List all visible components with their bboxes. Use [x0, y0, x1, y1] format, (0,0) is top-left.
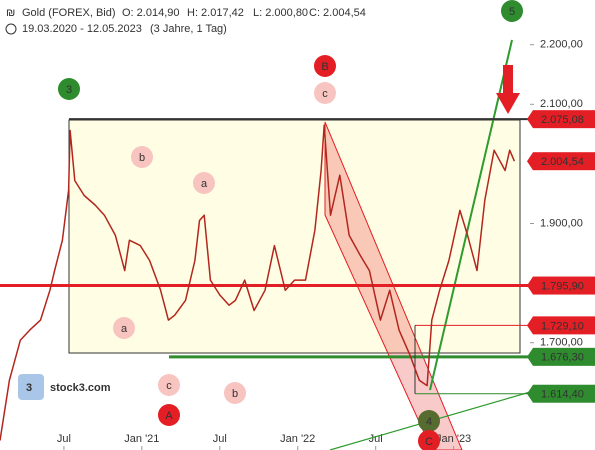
level-pointer [527, 347, 533, 366]
price-line [0, 124, 516, 441]
chart-icon: ₪ [6, 7, 15, 19]
level-box [533, 110, 595, 129]
ohlc: C: 2.004,54 [309, 7, 366, 19]
level-label: 1.729,10 [541, 320, 584, 332]
wave-label: 3 [66, 84, 72, 96]
wave-label: a [201, 178, 208, 190]
wave-marker [58, 78, 80, 100]
x-tick-label: Jul [213, 433, 227, 445]
ohlc: O: 2.014,90 [122, 7, 180, 19]
wave-marker [314, 82, 336, 104]
wave-label: c [166, 380, 172, 392]
level-pointer [527, 110, 533, 129]
wave-label: C [425, 436, 433, 448]
wave-marker [131, 146, 153, 168]
wave-marker [418, 410, 440, 432]
level-box [533, 152, 595, 171]
arrow-head [496, 93, 520, 114]
level-box [533, 347, 595, 366]
x-tick-label: Jan '21 [124, 433, 159, 445]
logo [18, 374, 44, 400]
level-label: 1.614,40 [541, 389, 584, 401]
wave-marker [113, 317, 135, 339]
period: (3 Jahre, 1 Tag) [150, 23, 227, 35]
y-tick-label: 2.100,00 [540, 98, 583, 110]
level-label: 1.676,30 [541, 352, 584, 364]
level-label: 2.004,54 [541, 156, 584, 168]
wave-label: b [232, 388, 238, 400]
arrow-shaft [503, 65, 513, 95]
y-tick-label: 1.700,00 [540, 337, 583, 349]
wave-marker [158, 404, 180, 426]
watermark: stock3.com [50, 382, 111, 394]
level-box [533, 384, 595, 403]
wave-label: 5 [509, 6, 515, 18]
level-box [533, 276, 595, 295]
level-box [533, 316, 595, 335]
level-pointer [527, 384, 533, 403]
x-tick-label: Jan '22 [280, 433, 315, 445]
wave-marker [501, 0, 523, 22]
wave-label: c [322, 88, 328, 100]
x-tick-label: Jul [57, 433, 71, 445]
wave-label: b [139, 152, 145, 164]
chart-subtitle: 19.03.2020 - 12.05.2023 [22, 23, 142, 35]
ohlc: H: 2.017,42 [187, 7, 244, 19]
ohlc: L: 2.000,80 [253, 7, 308, 19]
wave-label: a [121, 323, 128, 335]
level-pointer [527, 276, 533, 295]
level-pointer [527, 316, 533, 335]
level-label: 1.795,90 [541, 280, 584, 292]
wave-label: B [321, 61, 328, 73]
logo-mark: 3 [26, 382, 32, 394]
wave-label: 4 [426, 416, 432, 428]
y-tick-label: 2.200,00 [540, 39, 583, 51]
trend-line [429, 39, 513, 391]
y-tick-label: 1.900,00 [540, 217, 583, 229]
wave-label: A [165, 410, 173, 422]
wave-marker [314, 55, 336, 77]
wave-marker [193, 172, 215, 194]
wave-marker [418, 430, 440, 450]
level-pointer [527, 152, 533, 171]
level-label: 2.075,08 [541, 114, 584, 126]
chart-title: Gold (FOREX, Bid) [22, 7, 116, 19]
wave-marker [158, 374, 180, 396]
wave-marker [224, 382, 246, 404]
clock-icon [5, 23, 17, 35]
x-tick-label: Jan '23 [436, 433, 471, 445]
